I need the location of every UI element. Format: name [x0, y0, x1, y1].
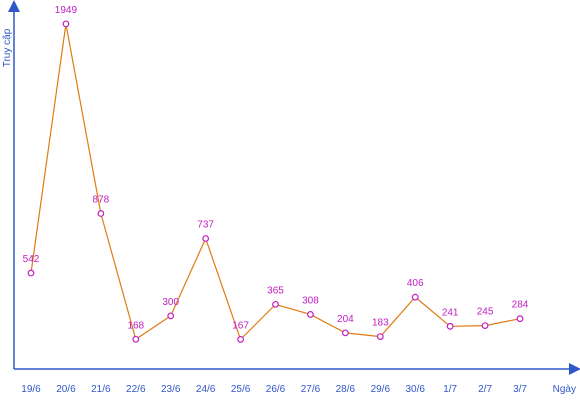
x-tick-label: 3/7 — [513, 384, 527, 395]
x-tick-label: 27/6 — [301, 384, 321, 395]
x-tick-label: 23/6 — [161, 384, 181, 395]
data-label: 183 — [372, 318, 389, 329]
data-label: 167 — [232, 320, 249, 331]
data-label: 168 — [127, 320, 144, 331]
x-tick-label: 22/6 — [126, 384, 146, 395]
data-point — [411, 293, 419, 301]
data-points — [27, 20, 524, 343]
data-point — [97, 210, 105, 217]
x-tick-label: 30/6 — [405, 384, 425, 395]
x-tick-label: 24/6 — [196, 384, 216, 395]
x-tick-label: 29/6 — [371, 384, 391, 395]
data-label: 245 — [477, 307, 494, 318]
data-point — [167, 312, 175, 320]
data-label: 241 — [442, 307, 459, 318]
x-axis-title: Ngày — [553, 384, 576, 395]
data-label: 406 — [407, 278, 424, 289]
data-point — [132, 335, 140, 343]
x-tick-label: 2/7 — [478, 384, 492, 395]
data-point — [516, 315, 524, 323]
data-label: 300 — [162, 297, 179, 308]
data-point — [272, 300, 279, 308]
data-label: 365 — [267, 285, 284, 296]
data-point — [307, 311, 314, 318]
data-label: 737 — [197, 219, 214, 230]
x-tick-label: 20/6 — [56, 384, 76, 395]
data-label: 308 — [302, 295, 319, 306]
data-label: 542 — [23, 254, 40, 265]
data-point — [446, 322, 454, 330]
x-tick-labels: 19/6 20/6 21/6 22/6 23/6 24/6 25/6 26/6 27/6 28/6… — [21, 384, 527, 395]
x-tick-label: 26/6 — [266, 384, 286, 395]
x-tick-label: 21/6 — [91, 384, 111, 395]
data-point — [376, 333, 384, 340]
data-label: 1949 — [55, 5, 78, 16]
data-label: 878 — [93, 195, 110, 206]
data-point — [62, 20, 70, 28]
data-point — [27, 269, 35, 277]
x-tick-label: 25/6 — [231, 384, 251, 395]
data-label: 204 — [337, 314, 354, 325]
y-axis-title: Truy cập — [2, 28, 13, 67]
x-tick-label: 1/7 — [443, 384, 457, 395]
data-labels: 542 1949 878 168 300 737 167 365 308 204 183 406 241… — [23, 5, 529, 332]
data-point — [341, 329, 349, 337]
data-point — [237, 336, 244, 343]
data-label: 284 — [512, 300, 529, 311]
data-point — [481, 322, 489, 330]
x-tick-label: 28/6 — [336, 384, 356, 395]
data-point — [202, 235, 210, 242]
x-tick-label: 19/6 — [21, 384, 41, 395]
